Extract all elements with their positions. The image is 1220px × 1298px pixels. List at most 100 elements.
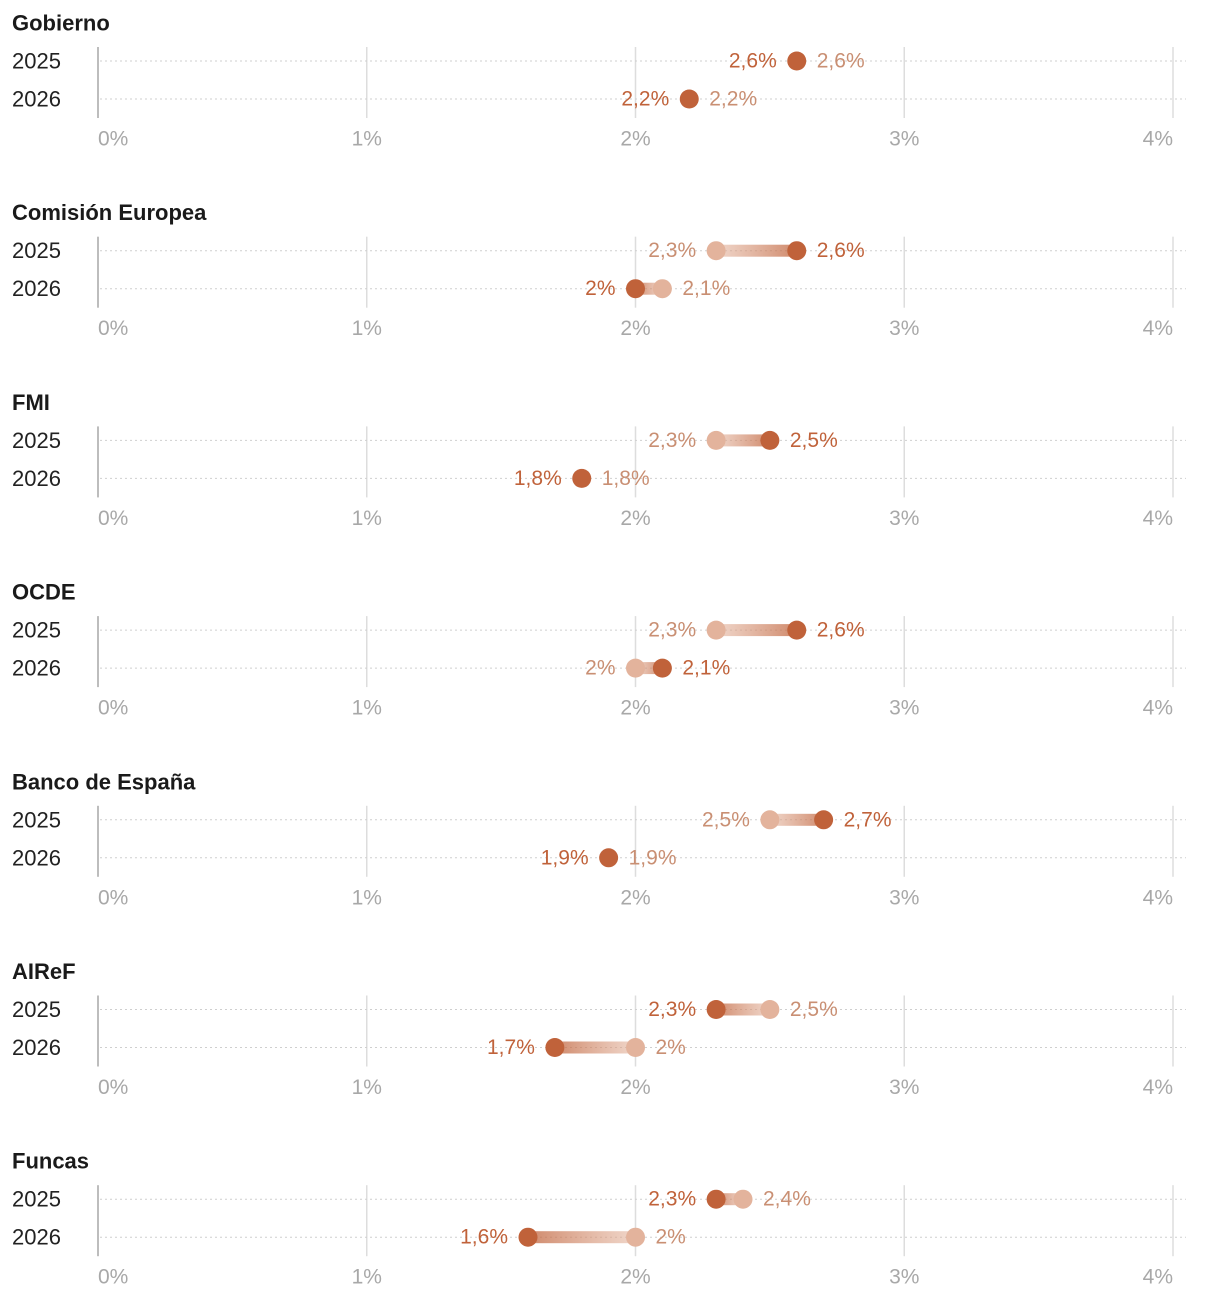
previous-value-label: 1,8% (602, 467, 650, 490)
previous-value-label: 2,3% (648, 239, 696, 262)
current-forecast-dot (787, 51, 807, 71)
previous-forecast-dot (626, 1227, 645, 1247)
row-label-year: 2026 (12, 1225, 61, 1250)
tick-label: 2% (620, 317, 650, 340)
row-label-year: 2026 (12, 276, 61, 301)
row-label-year: 2025 (12, 997, 61, 1022)
current-forecast-dot (572, 468, 592, 488)
panel-title: AIReF (12, 959, 76, 984)
dumbbell-connector (554, 1041, 636, 1054)
tick-label: 1% (352, 886, 382, 909)
tick-label: 2% (620, 697, 650, 720)
current-forecast-dot (652, 658, 672, 678)
previous-value-label: 2,3% (648, 429, 696, 452)
tick-label: 0% (98, 1266, 128, 1289)
tick-label: 3% (889, 507, 919, 530)
panel-ocde: OCDE 0% 1% 2% 3% 4% 2025 2,6% 2,3% 2026 2,1% 2% (12, 580, 1186, 720)
row-label-year: 2026 (12, 845, 61, 870)
tick-label: 1% (352, 128, 382, 151)
previous-value-label: 2,1% (682, 277, 730, 300)
current-forecast-dot (599, 848, 619, 868)
current-forecast-dot (706, 1189, 726, 1209)
tick-label: 1% (352, 1266, 382, 1289)
tick-label: 1% (352, 317, 382, 340)
current-value-label: 1,7% (487, 1036, 535, 1059)
panel-banco-de-españa: Banco de España 0% 1% 2% 3% 4% 2025 2,7% 2,5% 202… (12, 769, 1186, 909)
panel-funcas: Funcas 0% 1% 2% 3% 4% 2025 2,3% 2,4% 2026 1,6% 2% (12, 1149, 1186, 1289)
tick-label: 2% (620, 886, 650, 909)
panel-title: OCDE (12, 580, 76, 605)
previous-forecast-dot (706, 241, 726, 261)
current-forecast-dot (706, 1000, 726, 1019)
row-label-year: 2026 (12, 1035, 61, 1060)
row-label-year: 2026 (12, 656, 61, 681)
row-label-year: 2025 (12, 49, 61, 74)
current-forecast-dot (626, 279, 645, 299)
row-label-year: 2025 (12, 618, 61, 643)
panel-title: Comisión Europea (12, 200, 207, 225)
current-value-label: 2,7% (844, 808, 892, 831)
tick-label: 0% (98, 128, 128, 151)
current-forecast-dot (518, 1227, 538, 1247)
dumbbell-connector (716, 1003, 770, 1016)
current-value-label: 2,6% (729, 50, 777, 73)
current-forecast-dot (787, 241, 807, 261)
panel-title: FMI (12, 390, 50, 415)
current-value-label: 2,5% (790, 429, 838, 452)
current-value-label: 2,3% (648, 1188, 696, 1211)
previous-value-label: 2,4% (763, 1188, 811, 1211)
previous-value-label: 2,6% (817, 50, 865, 73)
tick-label: 3% (889, 317, 919, 340)
previous-value-label: 2% (585, 657, 615, 680)
panel-gobierno: Gobierno 0% 1% 2% 3% 4% 2025 2,6% 2,6% 2026 2,2% 2,… (12, 11, 1186, 151)
tick-label: 3% (889, 1266, 919, 1289)
tick-label: 0% (98, 317, 128, 340)
panel-title: Funcas (12, 1149, 89, 1174)
row-label-year: 2025 (12, 1187, 61, 1212)
tick-label: 0% (98, 886, 128, 909)
tick-label: 4% (1143, 317, 1173, 340)
tick-label: 4% (1143, 507, 1173, 530)
current-value-label: 2,2% (621, 88, 669, 111)
tick-label: 4% (1143, 697, 1173, 720)
previous-value-label: 2% (656, 1226, 686, 1249)
current-value-label: 1,9% (541, 846, 589, 869)
previous-forecast-dot (760, 1000, 780, 1019)
tick-label: 0% (98, 507, 128, 530)
current-value-label: 2,1% (682, 657, 730, 680)
current-forecast-dot (814, 810, 834, 830)
panel-fmi: FMI 0% 1% 2% 3% 4% 2025 2,5% 2,3% 2026 1,8% 1,8% (12, 390, 1186, 530)
panel-title: Gobierno (12, 11, 110, 36)
row-label-year: 2025 (12, 428, 61, 453)
current-forecast-dot (679, 89, 699, 109)
tick-label: 3% (889, 697, 919, 720)
panel-comisión-europea: Comisión Europea 0% 1% 2% 3% 4% 2025 2,6% 2,3% 20… (12, 200, 1186, 340)
dumbbell-connector (528, 1231, 636, 1244)
tick-label: 0% (98, 697, 128, 720)
tick-label: 2% (620, 128, 650, 151)
panel-title: Banco de España (12, 769, 196, 794)
current-forecast-dot (787, 620, 807, 640)
tick-label: 2% (620, 1266, 650, 1289)
row-label-year: 2026 (12, 87, 61, 112)
tick-label: 1% (352, 697, 382, 720)
previous-value-label: 2,3% (648, 619, 696, 642)
dumbbell-connector (716, 434, 770, 447)
tick-label: 3% (889, 886, 919, 909)
previous-value-label: 1,9% (629, 846, 677, 869)
previous-forecast-dot (760, 810, 780, 830)
dumbbell-connector (716, 624, 797, 637)
current-value-label: 1,8% (514, 467, 562, 490)
current-value-label: 2% (585, 277, 615, 300)
current-value-label: 2,3% (648, 998, 696, 1021)
tick-label: 4% (1143, 128, 1173, 151)
tick-label: 0% (98, 1076, 128, 1099)
tick-label: 4% (1143, 886, 1173, 909)
current-value-label: 1,6% (460, 1226, 508, 1249)
tick-label: 3% (889, 1076, 919, 1099)
current-forecast-dot (760, 430, 780, 450)
current-value-label: 2,6% (817, 239, 865, 262)
previous-forecast-dot (652, 279, 672, 299)
previous-forecast-dot (733, 1189, 753, 1209)
